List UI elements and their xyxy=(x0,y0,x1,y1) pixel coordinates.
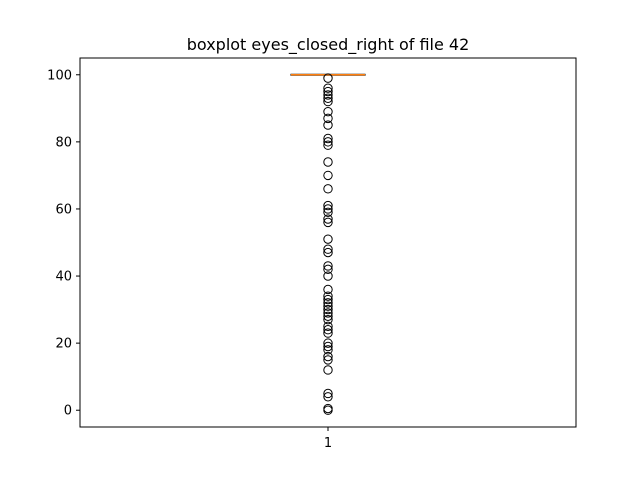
outlier-point xyxy=(323,308,333,318)
outlier-point xyxy=(323,314,333,325)
outlier-point xyxy=(323,137,333,147)
outlier-point xyxy=(323,170,333,181)
outlier-point xyxy=(323,157,333,167)
outlier-point xyxy=(323,106,333,117)
outlier-point xyxy=(323,204,333,214)
y-tick-label: 20 xyxy=(55,337,72,352)
outlier-point xyxy=(323,261,333,271)
outlier-point xyxy=(323,311,333,321)
y-tick-label: 60 xyxy=(55,202,72,217)
outlier-point xyxy=(323,244,333,254)
outlier-point xyxy=(323,184,333,194)
outlier-point xyxy=(323,73,333,83)
y-tick-label: 0 xyxy=(64,404,72,419)
outlier-point xyxy=(323,345,333,355)
outlier-point xyxy=(323,214,333,224)
y-tick-label: 100 xyxy=(47,68,72,83)
outlier-point xyxy=(323,271,333,281)
outlier-point xyxy=(323,355,333,365)
outlier-point xyxy=(323,284,333,295)
outlier-point xyxy=(323,200,333,211)
outlier-point xyxy=(323,351,333,362)
outlier-point xyxy=(323,341,333,352)
outlier-point xyxy=(323,392,333,402)
outlier-point xyxy=(323,304,333,315)
outlier-point xyxy=(323,207,333,218)
outlier-point xyxy=(323,234,333,244)
outlier-point xyxy=(323,113,333,124)
outlier-point xyxy=(323,140,333,150)
outlier-point xyxy=(323,264,333,275)
outlier-point xyxy=(323,338,333,348)
chart-title: boxplot eyes_closed_right of file 42 xyxy=(187,35,470,55)
outlier-point xyxy=(323,90,333,100)
outlier-point xyxy=(323,133,333,144)
outlier-point xyxy=(323,321,333,332)
y-tick-label: 80 xyxy=(55,135,72,150)
outlier-point xyxy=(323,325,333,335)
outlier-point xyxy=(323,120,333,130)
outlier-point xyxy=(323,298,333,308)
outlier-point xyxy=(323,365,333,375)
y-tick-label: 40 xyxy=(55,270,72,285)
outlier-point xyxy=(323,86,333,97)
outlier-point xyxy=(323,388,333,399)
outlier-point xyxy=(323,247,333,258)
outlier-point xyxy=(323,217,333,228)
outlier-point xyxy=(323,96,333,107)
outlier-point xyxy=(323,405,333,415)
axes-frame xyxy=(79,57,577,428)
plot-area: 0 20 40 60 80 100 1 xyxy=(47,57,577,451)
outlier-point xyxy=(323,291,333,301)
outlier-point xyxy=(323,93,333,103)
outlier-point xyxy=(323,328,333,338)
x-tick-label: 1 xyxy=(324,436,332,451)
outlier-point xyxy=(323,301,333,311)
outlier-point xyxy=(323,83,333,93)
outlier-point xyxy=(323,294,333,305)
